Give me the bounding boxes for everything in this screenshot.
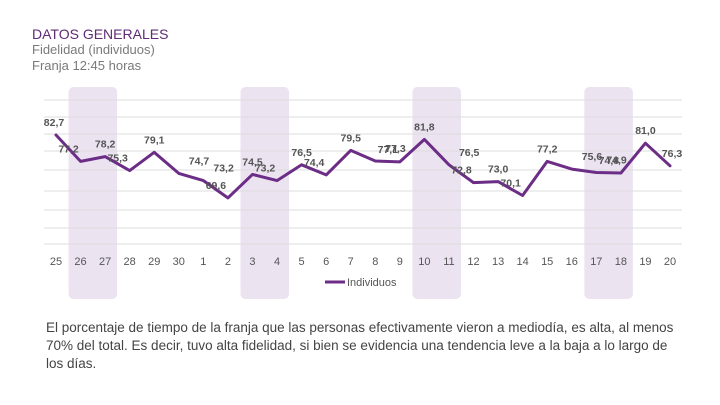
x-tick-label: 20 xyxy=(664,256,676,268)
x-tick-label: 5 xyxy=(299,256,305,268)
data-label: 82,7 xyxy=(44,117,65,129)
x-tick-label: 12 xyxy=(467,256,479,268)
x-tick-label: 6 xyxy=(323,256,329,268)
data-label: 77,3 xyxy=(385,143,406,155)
data-label: 73,2 xyxy=(255,163,276,175)
data-label: 76,5 xyxy=(291,147,312,159)
x-tick-label: 11 xyxy=(443,256,454,268)
x-tick-label: 18 xyxy=(615,256,627,268)
data-label: 70,1 xyxy=(500,178,521,190)
time-slot-label: Franja 12:45 horas xyxy=(32,58,142,73)
data-label: 69,6 xyxy=(206,180,227,192)
data-label: 77,2 xyxy=(58,143,79,155)
data-label: 73,2 xyxy=(213,163,234,175)
x-tick-label: 13 xyxy=(492,256,504,268)
data-label: 74,5 xyxy=(242,156,263,168)
weekend-highlight-band xyxy=(584,87,633,299)
x-tick-label: 17 xyxy=(590,256,602,268)
data-label: 75,6 xyxy=(582,151,603,163)
x-tick-label: 16 xyxy=(566,256,578,268)
x-tick-label: 4 xyxy=(274,256,280,268)
x-tick-label: 7 xyxy=(348,256,354,268)
legend-label: Individuos xyxy=(347,277,397,289)
data-label: 74,4 xyxy=(304,157,325,169)
x-tick-label: 10 xyxy=(418,256,430,268)
x-tick-label: 1 xyxy=(200,256,206,268)
data-label: 81,8 xyxy=(414,121,435,133)
data-label: 79,1 xyxy=(144,134,165,146)
x-tick-label: 27 xyxy=(99,256,111,268)
x-tick-label: 19 xyxy=(639,256,651,268)
chart-subtitle: Fidelidad (individuos) xyxy=(32,42,155,57)
x-tick-label: 9 xyxy=(397,256,403,268)
series-line-individuos xyxy=(54,133,672,200)
x-tick-label: 14 xyxy=(517,256,529,268)
data-label: 77,2 xyxy=(537,143,558,155)
x-tick-label: 25 xyxy=(50,256,62,268)
data-label: 74,8 xyxy=(599,155,620,167)
chart-header: DATOS GENERALES Fidelidad (individuos) F… xyxy=(32,26,168,74)
data-label: 74,7 xyxy=(189,155,210,167)
x-tick-label: 29 xyxy=(148,256,160,268)
weekend-highlight-band xyxy=(240,87,290,299)
data-label: 75,3 xyxy=(107,153,128,165)
weekend-highlight-band xyxy=(68,87,118,299)
section-title: DATOS GENERALES xyxy=(32,26,169,42)
data-label: 76,5 xyxy=(459,147,480,159)
data-label: 79,5 xyxy=(341,132,362,144)
x-tick-label: 15 xyxy=(541,256,553,268)
x-tick-label: 2 xyxy=(225,256,231,268)
chart-caption: El porcentaje de tiempo de la franja que… xyxy=(46,320,674,371)
x-tick-label: 30 xyxy=(173,256,185,268)
data-label: 76,3 xyxy=(662,148,683,160)
data-label: 78,2 xyxy=(95,139,116,151)
data-label: 74,9 xyxy=(606,154,627,166)
data-label: 72,8 xyxy=(451,165,472,177)
data-label: 77,1 xyxy=(378,144,399,156)
x-tick-label: 3 xyxy=(249,256,255,268)
data-label: 81,0 xyxy=(635,125,656,137)
x-tick-label: 28 xyxy=(124,256,136,268)
data-label: 73,0 xyxy=(488,164,509,176)
x-tick-label: 26 xyxy=(74,256,86,268)
x-tick-label: 8 xyxy=(372,256,378,268)
